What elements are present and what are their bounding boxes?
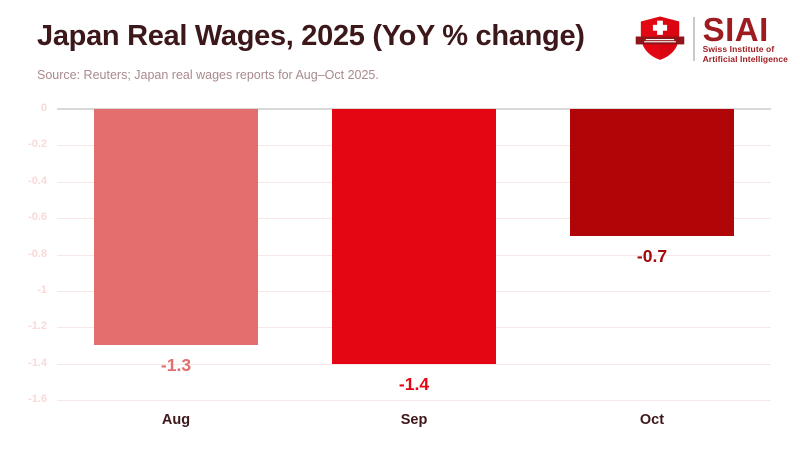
y-tick-label--1.4: -1.4 bbox=[28, 356, 47, 369]
y-tick-label--1.6: -1.6 bbox=[28, 393, 47, 405]
y-tick-label--1.2: -1.2 bbox=[28, 320, 47, 333]
x-label-oct: Oct bbox=[639, 412, 665, 428]
page-title: Japan Real Wages, 2025 (YoY % change) bbox=[37, 20, 585, 52]
siai-logo: SIAI Swiss Institute of Artificial Intel… bbox=[635, 10, 788, 65]
y-tick-label--0.2: -0.2 bbox=[28, 138, 47, 151]
bar-chart: 0 -0.2 -0.4 -0.6 -0.8 -1 -1.2 -1.4 -1.6 -1.3 Aug -1… bbox=[0, 95, 800, 450]
gridline--1.4 bbox=[57, 363, 771, 365]
logo-subtitle-line1: Swiss Institute of bbox=[702, 43, 775, 54]
x-label-aug: Aug bbox=[161, 412, 191, 428]
y-tick-label--0.4: -0.4 bbox=[28, 174, 47, 187]
x-label-sep: Sep bbox=[400, 412, 428, 428]
source-note: Source: Reuters; Japan real wages report… bbox=[37, 68, 379, 82]
logo-text: SIAI Swiss Institute of Artificial Intel… bbox=[702, 10, 788, 65]
value-label-oct: -0.7 bbox=[636, 246, 668, 267]
y-tick-label--1: -1 bbox=[37, 283, 47, 296]
value-label-aug: -1.3 bbox=[160, 355, 192, 376]
siai-shield-icon bbox=[635, 16, 684, 60]
gridline--1.6 bbox=[57, 400, 771, 401]
logo-acronym: SIAI bbox=[702, 10, 769, 48]
bar-aug bbox=[94, 109, 258, 346]
logo-subtitle-line2: Artificial Intelligence bbox=[702, 53, 788, 64]
value-label-sep: -1.4 bbox=[398, 373, 430, 394]
y-tick-label--0.6: -0.6 bbox=[28, 211, 47, 224]
bar-sep bbox=[332, 109, 496, 364]
y-tick-label--0.8: -0.8 bbox=[28, 247, 47, 260]
y-tick-label-0: 0 bbox=[40, 102, 47, 114]
bar-oct bbox=[570, 109, 734, 237]
logo-divider bbox=[692, 17, 695, 61]
